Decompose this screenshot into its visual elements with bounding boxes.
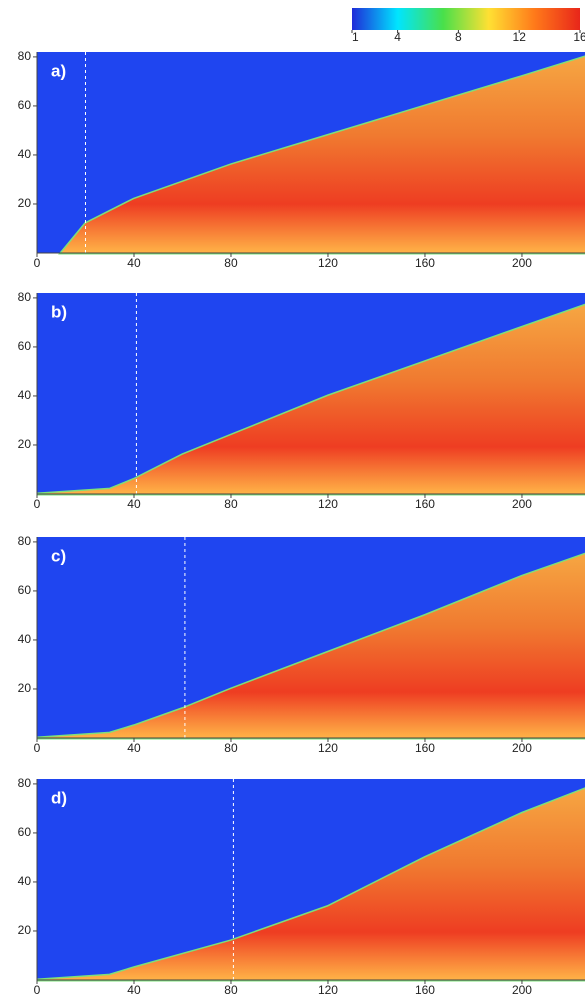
x-tick-label: 200	[512, 741, 532, 755]
shocked-region	[37, 554, 585, 738]
y-tick-label: 40	[18, 388, 32, 402]
y-tick-label: 40	[18, 147, 32, 161]
shock-edge	[58, 55, 585, 255]
y-tick-label: 60	[18, 339, 32, 353]
x-tick-label: 160	[415, 256, 435, 270]
colorbar-tick-label: 16	[573, 30, 585, 44]
x-tick-label: 80	[224, 741, 238, 755]
x-tick-label: 200	[512, 983, 532, 994]
x-tick-label: 120	[318, 983, 338, 994]
shocked-region	[61, 56, 585, 254]
y-tick-label: 20	[18, 437, 32, 451]
shocked-region	[37, 305, 585, 494]
y-tick-label: 60	[18, 825, 32, 839]
x-tick-label: 80	[224, 983, 238, 994]
y-tick-label: 20	[18, 196, 32, 210]
y-tick-label: 80	[18, 49, 32, 63]
x-tick-label: 120	[318, 741, 338, 755]
colorbar	[352, 8, 580, 30]
colorbar-tick-label: 4	[394, 30, 401, 44]
y-tick-label: 80	[18, 776, 32, 790]
panel-label: b)	[51, 302, 67, 321]
x-tick-label: 120	[318, 497, 338, 511]
x-tick-label: 80	[224, 497, 238, 511]
y-tick-label: 40	[18, 874, 32, 888]
x-tick-label: 0	[34, 497, 41, 511]
x-tick-label: 160	[415, 741, 435, 755]
x-tick-label: 0	[34, 256, 41, 270]
panel-label: c)	[51, 546, 66, 565]
x-tick-label: 40	[127, 983, 141, 994]
shocked-region	[37, 788, 585, 980]
y-tick-label: 60	[18, 583, 32, 597]
colorbar-tick-label: 12	[513, 30, 527, 44]
panel-label: a)	[51, 61, 66, 80]
x-tick-label: 80	[224, 256, 238, 270]
x-tick-label: 40	[127, 741, 141, 755]
x-tick-label: 160	[415, 983, 435, 994]
panel-label: d)	[51, 788, 67, 807]
y-tick-label: 20	[18, 681, 32, 695]
y-tick-label: 60	[18, 98, 32, 112]
colorbar-tick-label: 1	[352, 30, 359, 44]
y-tick-label: 80	[18, 290, 32, 304]
x-tick-label: 40	[127, 497, 141, 511]
x-tick-label: 40	[127, 256, 141, 270]
y-tick-label: 80	[18, 534, 32, 548]
colorbar-tick-label: 8	[455, 30, 462, 44]
x-tick-label: 120	[318, 256, 338, 270]
x-tick-label: 0	[34, 741, 41, 755]
x-tick-label: 0	[34, 983, 41, 994]
y-tick-label: 40	[18, 632, 32, 646]
x-tick-label: 200	[512, 256, 532, 270]
x-tick-label: 200	[512, 497, 532, 511]
y-tick-label: 20	[18, 923, 32, 937]
x-tick-label: 160	[415, 497, 435, 511]
